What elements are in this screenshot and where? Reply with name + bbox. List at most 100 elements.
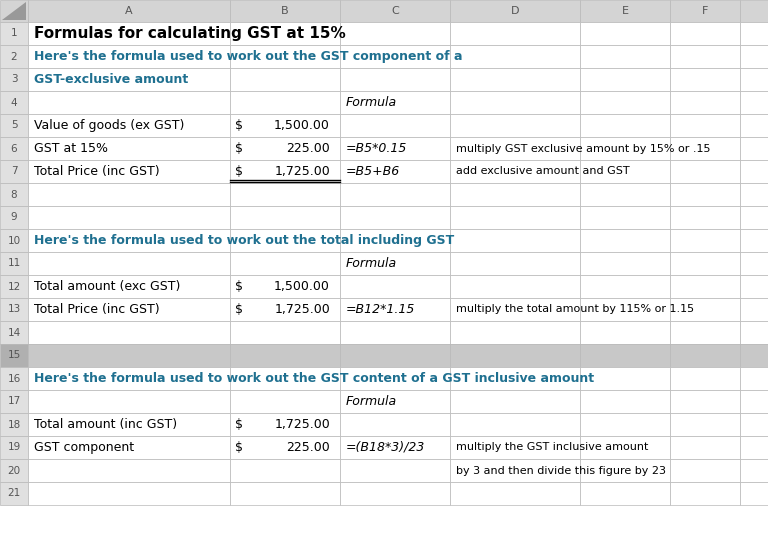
Text: =(B18*3)/23: =(B18*3)/23 (346, 441, 425, 454)
Bar (740, 367, 768, 390)
Text: Formula: Formula (346, 96, 397, 109)
Bar (230, 22, 340, 45)
Bar (230, 0, 340, 22)
Bar (28, 459, 230, 482)
Bar (740, 436, 768, 459)
Bar (0, 367, 28, 390)
Bar (450, 390, 580, 413)
Bar (28, 390, 230, 413)
Bar (740, 390, 768, 413)
Bar (340, 22, 450, 45)
Text: multiply the GST inclusive amount: multiply the GST inclusive amount (456, 442, 648, 453)
Bar (580, 390, 670, 413)
Bar (670, 321, 740, 344)
Bar (230, 206, 340, 229)
Bar (230, 252, 340, 275)
Bar (0, 206, 28, 229)
Bar (0, 344, 28, 367)
Text: Here's the formula used to work out the GST content of a GST inclusive amount: Here's the formula used to work out the … (34, 372, 594, 385)
Text: $: $ (235, 280, 243, 293)
Bar (670, 160, 740, 183)
Bar (28, 22, 230, 45)
Bar (740, 229, 768, 252)
Bar (450, 45, 580, 68)
Text: 2: 2 (11, 52, 18, 62)
Bar (580, 68, 670, 91)
Text: multiply GST exclusive amount by 15% or .15: multiply GST exclusive amount by 15% or … (456, 143, 710, 154)
Bar (28, 482, 230, 505)
Bar (580, 183, 670, 206)
Bar (450, 252, 580, 275)
Bar (28, 229, 230, 252)
Bar (230, 459, 340, 482)
Bar (340, 183, 450, 206)
Bar (740, 321, 768, 344)
Bar (450, 321, 580, 344)
Text: 1,725.00: 1,725.00 (274, 303, 330, 316)
Bar (580, 137, 670, 160)
Bar (0, 114, 28, 137)
Text: 225.00: 225.00 (286, 142, 330, 155)
Bar (28, 275, 230, 298)
Bar (340, 0, 450, 22)
Bar (580, 367, 670, 390)
Text: $: $ (235, 142, 243, 155)
Bar (28, 68, 230, 91)
Text: C: C (391, 6, 399, 16)
Text: $: $ (235, 303, 243, 316)
Bar (450, 436, 580, 459)
Bar (450, 344, 580, 367)
Bar (28, 45, 230, 68)
Bar (740, 91, 768, 114)
Bar (670, 45, 740, 68)
Text: 10: 10 (8, 236, 21, 245)
Bar (0, 22, 28, 45)
Polygon shape (2, 2, 26, 20)
Bar (580, 206, 670, 229)
Bar (740, 275, 768, 298)
Bar (0, 229, 28, 252)
Bar (740, 344, 768, 367)
Text: $: $ (235, 418, 243, 431)
Text: 6: 6 (11, 143, 18, 154)
Bar (670, 206, 740, 229)
Bar (740, 206, 768, 229)
Bar (580, 0, 670, 22)
Bar (230, 229, 340, 252)
Bar (670, 137, 740, 160)
Bar (230, 321, 340, 344)
Bar (340, 367, 450, 390)
Bar (740, 114, 768, 137)
Bar (28, 413, 230, 436)
Bar (28, 298, 230, 321)
Bar (450, 459, 580, 482)
Bar (0, 160, 28, 183)
Text: 11: 11 (8, 258, 21, 268)
Bar (340, 298, 450, 321)
Text: 17: 17 (8, 396, 21, 407)
Bar (670, 22, 740, 45)
Text: Total amount (exc GST): Total amount (exc GST) (34, 280, 180, 293)
Bar (0, 482, 28, 505)
Bar (230, 137, 340, 160)
Bar (0, 459, 28, 482)
Bar (0, 91, 28, 114)
Bar (670, 114, 740, 137)
Bar (580, 22, 670, 45)
Bar (450, 206, 580, 229)
Bar (740, 137, 768, 160)
Bar (0, 413, 28, 436)
Bar (450, 229, 580, 252)
Bar (670, 390, 740, 413)
Bar (340, 413, 450, 436)
Bar (670, 436, 740, 459)
Bar (670, 68, 740, 91)
Bar (28, 114, 230, 137)
Text: =B12*1.15: =B12*1.15 (346, 303, 415, 316)
Text: multiply the total amount by 115% or 1.15: multiply the total amount by 115% or 1.1… (456, 304, 694, 315)
Bar (450, 114, 580, 137)
Bar (580, 160, 670, 183)
Text: GST component: GST component (34, 441, 134, 454)
Bar (340, 459, 450, 482)
Bar (740, 459, 768, 482)
